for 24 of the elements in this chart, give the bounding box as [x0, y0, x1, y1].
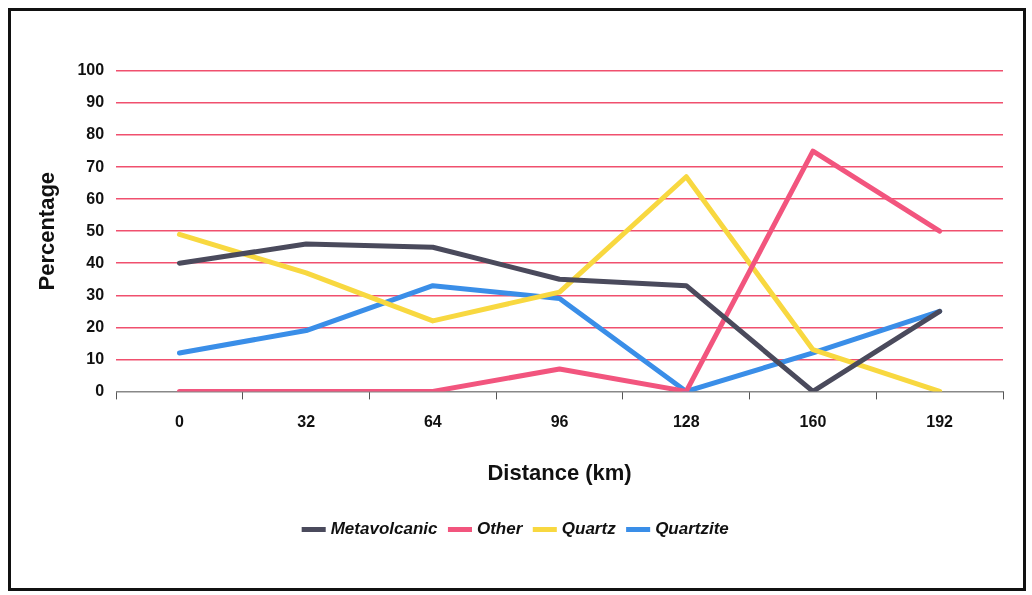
y-tick-label: 80	[86, 125, 105, 143]
y-tick-label: 0	[95, 381, 105, 399]
legend-label: Other	[476, 519, 524, 539]
y-tick-label: 30	[86, 285, 105, 303]
y-tick-label: 70	[86, 157, 105, 175]
x-axis-title: Distance (km)	[487, 459, 632, 485]
legend-label: Quartzite	[655, 519, 729, 539]
x-tick-label: 160	[799, 413, 827, 431]
x-tick-label: 32	[297, 413, 316, 431]
y-tick-label: 10	[86, 349, 105, 367]
y-tick-label: 100	[77, 61, 105, 79]
y-tick-label: 90	[86, 93, 105, 111]
legend-label: Metavolcanic	[330, 519, 438, 539]
y-tick-label: 50	[86, 221, 105, 239]
y-tick-label: 40	[86, 253, 105, 271]
x-tick-label: 0	[174, 413, 184, 431]
x-tick-label: 96	[550, 413, 569, 431]
legend-label: Quartz	[561, 519, 617, 539]
x-tick-label: 64	[423, 413, 442, 431]
x-tick-label: 128	[672, 413, 700, 431]
y-tick-label: 60	[86, 189, 105, 207]
x-tick-label: 192	[926, 413, 954, 431]
y-axis-title: Percentage	[34, 171, 60, 291]
y-tick-label: 20	[86, 317, 105, 335]
